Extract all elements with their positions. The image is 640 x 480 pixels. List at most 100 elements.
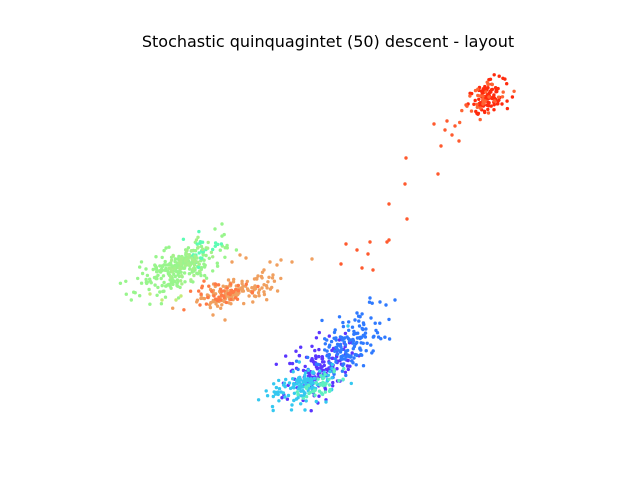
scatter-point: [320, 360, 325, 364]
scatter-point: [489, 104, 493, 108]
scatter-point: [319, 391, 324, 395]
scatter-point: [213, 241, 218, 245]
scatter-point: [167, 262, 172, 267]
scatter-point: [357, 319, 361, 323]
scatter-point: [156, 285, 160, 290]
scatter-point: [497, 74, 501, 78]
scatter-point: [310, 379, 314, 383]
scatter-point: [450, 133, 454, 137]
scatter-point: [185, 248, 189, 253]
scatter-point: [344, 242, 348, 246]
scatter-point: [303, 371, 308, 375]
scatter-point: [195, 298, 200, 302]
scatter-point: [371, 335, 375, 339]
scatter-point: [208, 305, 213, 310]
scatter-point: [484, 90, 488, 94]
scatter-point: [348, 364, 352, 368]
scatter-point: [405, 217, 409, 221]
scatter-point: [208, 303, 212, 307]
scatter-point: [340, 369, 345, 373]
scatter-point: [360, 353, 364, 357]
scatter-point: [378, 300, 382, 304]
scatter-point: [313, 393, 317, 397]
scatter-point: [292, 391, 297, 395]
scatter-point: [225, 286, 229, 290]
scatter-point: [495, 89, 499, 94]
scatter-point: [342, 366, 346, 371]
scatter-point: [306, 355, 310, 360]
scatter-point: [260, 286, 264, 290]
scatter-point: [204, 302, 209, 306]
scatter-point: [486, 82, 491, 86]
scatter-point: [371, 349, 375, 353]
scatter-point: [155, 293, 159, 297]
scatter-point: [314, 362, 319, 366]
scatter-point: [176, 296, 181, 300]
scatter-point: [218, 298, 223, 302]
scatter-point: [481, 94, 485, 98]
scatter-point: [212, 294, 216, 298]
scatter-point: [182, 266, 187, 270]
scatter-point: [215, 264, 220, 268]
scatter-point: [277, 387, 282, 391]
scatter-point: [314, 381, 318, 385]
scatter-point: [360, 266, 364, 270]
scatter-point: [319, 366, 323, 370]
scatter-point: [317, 394, 321, 398]
scatter-point: [477, 103, 482, 108]
scatter-point: [173, 274, 177, 279]
scatter-point: [183, 280, 187, 284]
scatter-point: [287, 381, 292, 385]
scatter-point: [265, 394, 270, 398]
scatter-point: [337, 379, 341, 383]
scatter-point: [171, 253, 175, 258]
scatter-point: [510, 95, 515, 99]
scatter-point: [235, 297, 240, 301]
scatter-point: [497, 98, 501, 102]
scatter-point: [173, 257, 177, 261]
scatter-point: [302, 376, 307, 380]
scatter-point: [168, 284, 172, 288]
scatter-point: [327, 383, 332, 387]
scatter-point: [439, 144, 443, 148]
scatter-point: [206, 246, 210, 250]
scatter-point: [229, 282, 233, 286]
scatter-point: [202, 258, 206, 262]
scatter-point: [338, 349, 342, 353]
scatter-point: [354, 363, 358, 367]
scatter-point: [301, 396, 305, 400]
scatter-point: [290, 260, 294, 264]
scatter-point: [154, 275, 158, 279]
scatter-point: [179, 257, 183, 261]
scatter-point: [385, 240, 389, 244]
scatter-point: [277, 399, 281, 403]
scatter-point: [177, 269, 182, 274]
scatter-point: [478, 106, 482, 110]
scatter-point: [245, 279, 249, 284]
scatter-point: [253, 294, 258, 299]
scatter-point: [355, 248, 359, 252]
scatter-point: [164, 284, 168, 288]
scatter-point: [335, 367, 339, 371]
scatter-point: [203, 273, 207, 278]
scatter-point: [324, 400, 328, 404]
scatter-point: [468, 91, 472, 96]
scatter-point: [489, 90, 493, 94]
scatter-point: [334, 338, 338, 342]
scatter-point: [387, 317, 391, 322]
scatter-point: [354, 353, 359, 357]
scatter-point: [163, 295, 168, 299]
scatter-point: [166, 269, 170, 273]
scatter-point: [118, 281, 123, 285]
scatter-point: [341, 320, 345, 325]
scatter-point: [219, 242, 224, 246]
scatter-point: [323, 390, 327, 394]
scatter-point: [281, 391, 286, 395]
scatter-point: [231, 289, 236, 294]
scatter-point: [479, 89, 484, 93]
scatter-point: [325, 349, 329, 353]
scatter-point: [344, 351, 348, 355]
scatter-point: [185, 252, 189, 256]
scatter-point: [349, 381, 353, 386]
scatter-point: [251, 300, 255, 304]
